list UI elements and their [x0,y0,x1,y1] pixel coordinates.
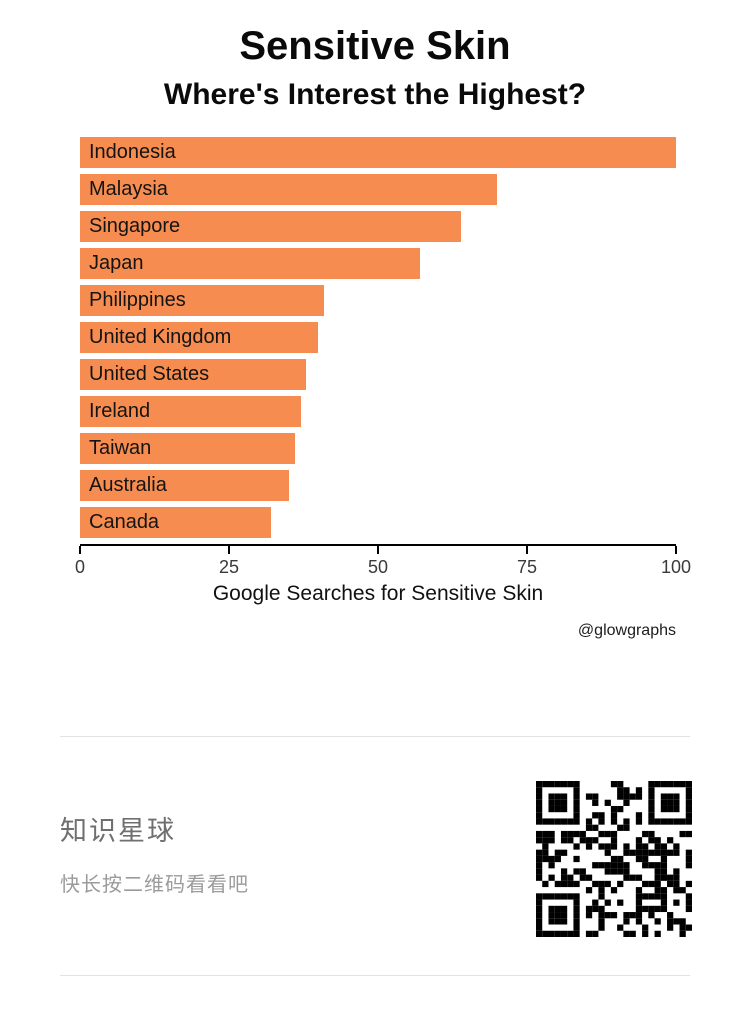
footer-text-block: 知识星球 快长按二维码看看吧 [60,781,249,897]
bar-australia: Australia [80,470,289,501]
bar-series: Indonesia Malaysia Singapore Japan Philippin… [80,137,676,538]
x-axis-tick-label: 0 [74,557,86,577]
infographic-page: Sensitive Skin Where's Interest the High… [0,24,750,976]
bar-label: Australia [89,474,167,496]
x-axis-tick-label: 25 [218,557,240,577]
bar-label: Japan [89,252,144,274]
bar-japan: Japan [80,248,420,279]
bar-label: Philippines [89,289,186,311]
bar-row: Indonesia [80,137,676,168]
chart-title: Sensitive Skin [239,24,511,68]
bar-label: United States [89,363,210,385]
bar-label: Canada [89,511,160,533]
bar-canada: Canada [80,507,271,538]
bar-row: Ireland [80,396,676,427]
bar-taiwan: Taiwan [80,433,295,464]
bar-ireland: Ireland [80,396,301,427]
bar-row: United Kingdom [80,322,676,353]
footer-subtitle: 快长按二维码看看吧 [60,874,249,896]
bar-row: Singapore [80,211,676,242]
bar-row: Japan [80,248,676,279]
qr-code-icon[interactable] [536,781,692,937]
bar-row: Canada [80,507,676,538]
bar-united-states: United States [80,359,307,390]
x-axis-tick [79,546,81,554]
bar-indonesia: Indonesia [80,137,676,168]
bar-row: Malaysia [80,174,676,205]
x-axis-tick [377,546,379,554]
x-axis-tick-label: 50 [367,557,389,577]
x-axis-tick-label: 100 [660,557,692,577]
divider-top [60,736,690,737]
footer-title: 知识星球 [60,816,176,846]
x-axis-tick-label: 75 [516,557,538,577]
x-axis-tick [526,546,528,554]
bar-label: Malaysia [89,178,168,200]
bar-label: Indonesia [89,141,176,163]
bar-label: Ireland [89,400,151,422]
bar-united-kingdom: United Kingdom [80,322,319,353]
footer: 知识星球 快长按二维码看看吧 [0,737,750,937]
x-axis: 0 25 50 75 100 [75,544,691,577]
bar-singapore: Singapore [80,211,462,242]
x-axis-tick [228,546,230,554]
bar-row: Australia [80,470,676,501]
x-axis-label: Google Searches for Sensitive Skin [212,582,544,605]
bar-row: Philippines [80,285,676,316]
bar-label: Taiwan [89,437,152,459]
plot-area: Indonesia Malaysia Singapore Japan Philippin… [75,137,691,577]
bar-row: Taiwan [80,433,676,464]
bar-malaysia: Malaysia [80,174,498,205]
bar-label: United Kingdom [89,326,232,348]
chart-subtitle: Where's Interest the Highest? [163,78,587,111]
divider-bottom [60,975,690,976]
bar-philippines: Philippines [80,285,325,316]
bar-label: Singapore [89,215,181,237]
x-axis-tick [675,546,677,554]
attribution: @glowgraphs [577,622,676,639]
bar-row: United States [80,359,676,390]
